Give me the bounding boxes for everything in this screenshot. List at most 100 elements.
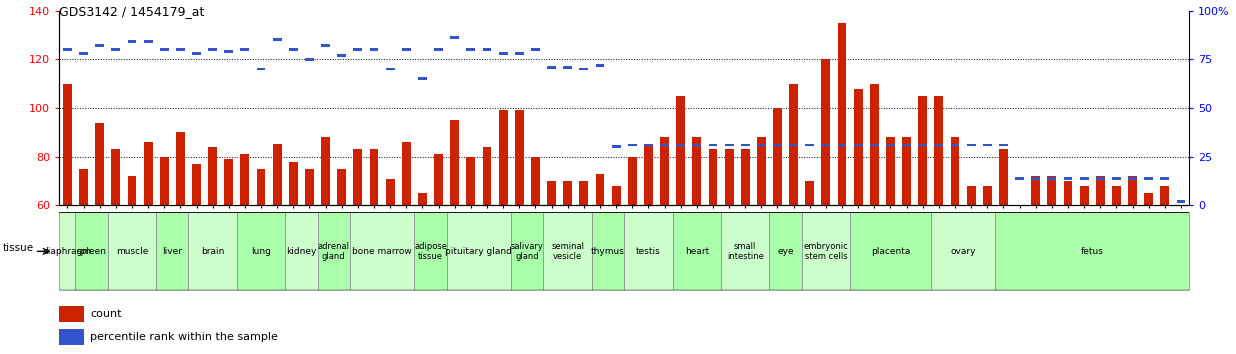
Bar (721, 212, 770, 290)
Bar (756, 143, 766, 147)
Bar (1112, 186, 1121, 205)
Text: seminal
vesicle: seminal vesicle (551, 242, 585, 261)
Bar (802, 212, 850, 290)
Bar (289, 161, 298, 205)
Bar (531, 156, 540, 205)
Bar (999, 149, 1007, 205)
Bar (886, 137, 895, 205)
Bar (286, 212, 318, 290)
Bar (273, 144, 282, 205)
Bar (237, 212, 286, 290)
Bar (450, 36, 459, 39)
Bar (548, 65, 556, 69)
Bar (273, 38, 282, 41)
Bar (143, 40, 152, 43)
Bar (838, 143, 847, 147)
Text: heart: heart (685, 247, 709, 256)
Text: placenta: placenta (871, 247, 910, 256)
Bar (967, 143, 975, 147)
Bar (870, 84, 879, 205)
Bar (79, 169, 88, 205)
Bar (482, 147, 492, 205)
Bar (995, 212, 1189, 290)
Bar (241, 154, 250, 205)
Text: bone marrow: bone marrow (352, 247, 412, 256)
Bar (188, 212, 237, 290)
Bar (886, 143, 895, 147)
Bar (592, 212, 624, 290)
Bar (740, 143, 750, 147)
Bar (386, 178, 394, 205)
Text: spleen: spleen (77, 247, 106, 256)
Bar (612, 186, 620, 205)
Bar (402, 142, 410, 205)
Bar (822, 143, 831, 147)
Bar (1015, 177, 1023, 179)
Bar (660, 137, 669, 205)
Text: adrenal
gland: adrenal gland (318, 242, 350, 261)
Bar (257, 68, 266, 70)
Bar (350, 212, 414, 290)
Bar (111, 149, 120, 205)
Bar (822, 59, 831, 205)
Bar (580, 68, 588, 70)
Bar (305, 58, 314, 61)
Bar (257, 169, 266, 205)
Bar (770, 212, 802, 290)
Bar (192, 164, 201, 205)
Text: eye: eye (777, 247, 794, 256)
Bar (854, 143, 863, 147)
Bar (127, 40, 136, 43)
Bar (79, 52, 88, 55)
Bar (289, 48, 298, 51)
Text: ovary: ovary (950, 247, 976, 256)
Bar (450, 120, 459, 205)
Bar (934, 96, 943, 205)
Bar (59, 329, 84, 345)
Bar (446, 212, 512, 290)
Bar (708, 149, 717, 205)
Bar (370, 48, 378, 51)
Bar (1080, 177, 1089, 179)
Bar (512, 212, 544, 290)
Text: kidney: kidney (287, 247, 316, 256)
Bar (337, 54, 346, 57)
Bar (241, 48, 250, 51)
Bar (967, 186, 975, 205)
Text: muscle: muscle (116, 247, 148, 256)
Text: brain: brain (201, 247, 224, 256)
Bar (672, 212, 721, 290)
Bar (95, 44, 104, 47)
Text: testis: testis (637, 247, 661, 256)
Bar (660, 143, 669, 147)
Bar (305, 169, 314, 205)
Bar (143, 142, 152, 205)
Bar (418, 77, 426, 80)
Bar (318, 212, 350, 290)
Bar (1063, 177, 1073, 179)
Bar (75, 212, 108, 290)
Bar (854, 88, 863, 205)
Bar (1161, 186, 1169, 205)
Bar (1031, 176, 1041, 205)
Bar (950, 137, 959, 205)
Bar (1063, 181, 1073, 205)
Bar (950, 143, 959, 147)
Bar (790, 84, 798, 205)
Bar (708, 143, 717, 147)
Bar (902, 137, 911, 205)
Bar (321, 137, 330, 205)
Bar (1145, 177, 1153, 179)
Text: count: count (90, 309, 121, 319)
Bar (931, 212, 995, 290)
Bar (1128, 176, 1137, 205)
Bar (806, 143, 815, 147)
Bar (176, 132, 185, 205)
Bar (466, 156, 476, 205)
Bar (59, 306, 84, 321)
Bar (628, 156, 637, 205)
Bar (918, 143, 927, 147)
Bar (111, 48, 120, 51)
Bar (676, 143, 685, 147)
Text: salivary
gland: salivary gland (510, 242, 544, 261)
